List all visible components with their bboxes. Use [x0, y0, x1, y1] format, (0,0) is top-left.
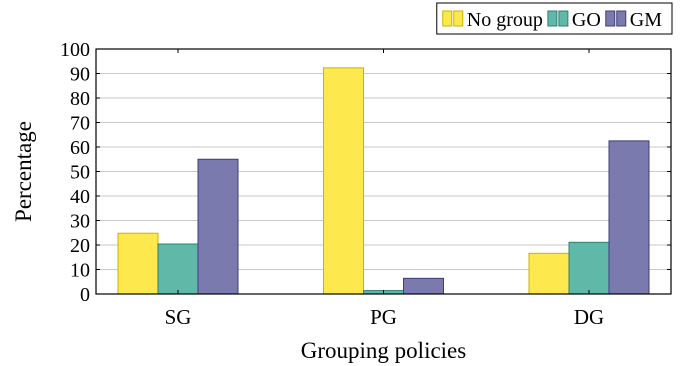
- legend-swatch: [616, 10, 627, 27]
- y-tick-label: 60: [70, 137, 90, 159]
- bar-sg-go: [157, 243, 199, 295]
- bar-pg-gm: [403, 277, 444, 295]
- legend-item-go: GO: [547, 9, 601, 31]
- bar-sg-gm: [197, 158, 239, 295]
- y-axis-label: Percentage: [11, 121, 36, 222]
- y-tick-label: 50: [70, 162, 90, 184]
- x-tick-label-dg: DG: [574, 305, 604, 329]
- legend-item-gm: GM: [605, 9, 662, 31]
- y-tick-label: 80: [70, 88, 90, 110]
- legend-swatch: [547, 10, 558, 27]
- y-tick-label: 70: [70, 113, 90, 135]
- legend-box: [436, 2, 673, 35]
- legend-label: No group: [467, 9, 543, 31]
- legend: No group GO GM: [436, 2, 673, 35]
- bar-pg-no-group: [323, 67, 364, 295]
- legend-item-no-group: No group: [442, 9, 543, 31]
- gridlines: [96, 73, 671, 270]
- x-axis-label: Grouping policies: [301, 338, 466, 363]
- y-tick-label: 10: [70, 260, 90, 282]
- y-tick-label: 40: [70, 186, 90, 208]
- legend-swatch: [453, 10, 464, 27]
- bar-dg-gm: [608, 140, 650, 295]
- x-tick-label-pg: PG: [370, 305, 397, 329]
- y-tick-label: 90: [70, 64, 90, 86]
- legend-label: GO: [572, 9, 601, 31]
- y-tick-label: 20: [70, 235, 90, 257]
- x-tick-label-sg: SG: [165, 305, 192, 329]
- bar-dg-go: [568, 241, 610, 295]
- y-tick-label: 100: [60, 39, 90, 61]
- bar-sg-no-group: [117, 232, 159, 295]
- legend-swatch: [605, 10, 616, 27]
- y-tick-label: 30: [70, 211, 90, 233]
- x-axis-ticks: SG PG DG: [165, 49, 604, 329]
- legend-label: GM: [630, 9, 662, 31]
- bars: [117, 67, 650, 295]
- y-tick-label: 0: [80, 284, 90, 306]
- legend-swatch: [558, 10, 569, 27]
- legend-swatch: [442, 10, 453, 27]
- bar-dg-no-group: [528, 252, 570, 295]
